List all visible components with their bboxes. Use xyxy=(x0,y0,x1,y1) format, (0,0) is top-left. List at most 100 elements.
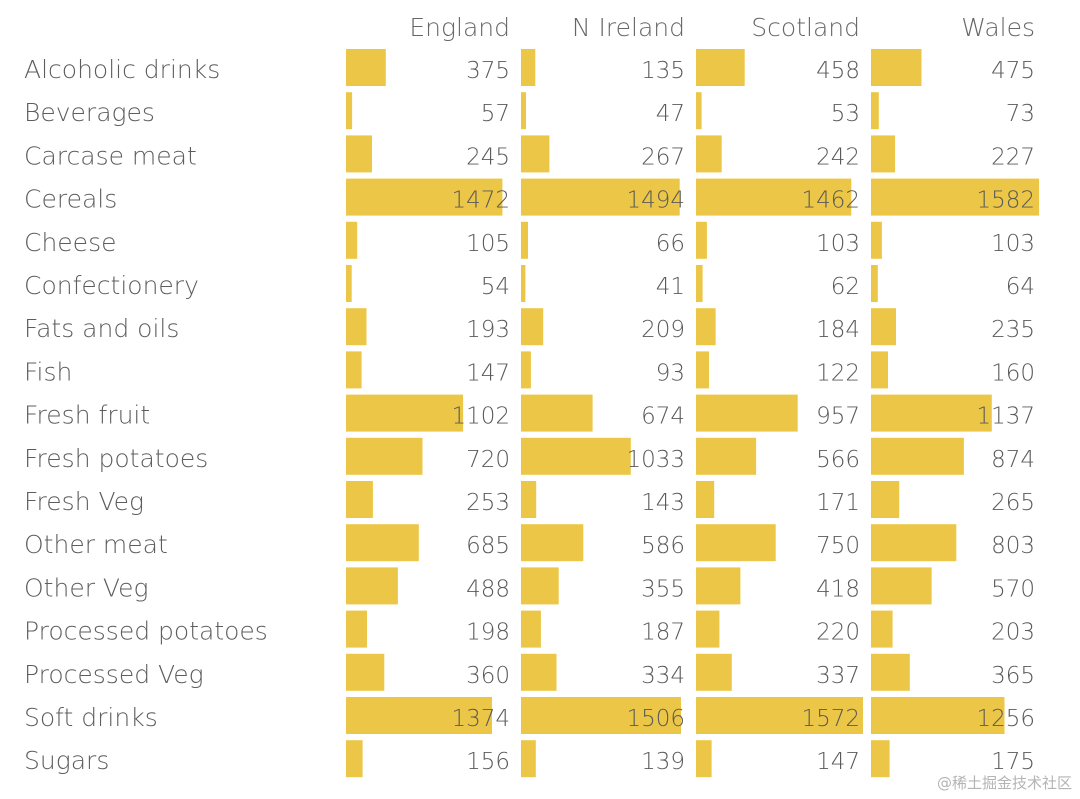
bar xyxy=(871,437,964,475)
value-label: 187 xyxy=(641,620,685,646)
bar xyxy=(521,481,537,518)
value-label: 57 xyxy=(481,101,510,127)
value-label: 750 xyxy=(816,533,860,559)
value-labels: 375 135 458 475 57 47 53 73 245 267 242 227 1472 1494… xyxy=(451,58,1035,775)
bars xyxy=(346,49,1040,778)
bar xyxy=(346,49,386,86)
bar xyxy=(346,92,353,130)
value-label: 570 xyxy=(991,576,1035,602)
bar xyxy=(346,567,398,605)
bar xyxy=(346,740,363,778)
value-label: 1462 xyxy=(801,188,860,214)
bar xyxy=(346,135,372,173)
bar xyxy=(871,653,910,691)
row-label: Fish xyxy=(24,357,72,386)
bar xyxy=(346,481,373,518)
row-label: Fresh Veg xyxy=(24,487,144,516)
row-labels: Alcoholic drinks Beverages Carcase meat Cer… xyxy=(24,55,268,775)
bar xyxy=(346,437,423,475)
value-label: 66 xyxy=(656,231,685,257)
value-label: 360 xyxy=(466,663,510,689)
row-label: Fresh fruit xyxy=(24,401,150,430)
value-label: 147 xyxy=(466,360,510,386)
bar xyxy=(346,221,358,259)
bar xyxy=(871,49,922,86)
bar xyxy=(871,308,896,346)
column-headers: England N Ireland Scotland Wales xyxy=(409,13,1035,42)
value-label: 64 xyxy=(1006,274,1035,300)
value-label: 160 xyxy=(991,360,1035,386)
bar xyxy=(521,437,631,475)
bar xyxy=(871,481,900,518)
row-label: Processed potatoes xyxy=(24,617,268,646)
value-label: 171 xyxy=(816,490,860,516)
value-label: 418 xyxy=(816,576,860,602)
value-label: 803 xyxy=(991,533,1035,559)
value-label: 720 xyxy=(466,447,510,473)
column-header-england: England xyxy=(409,13,510,42)
column-header-n-ireland: N Ireland xyxy=(572,13,685,42)
value-label: 375 xyxy=(466,58,510,84)
value-label: 93 xyxy=(656,360,685,386)
value-label: 135 xyxy=(641,58,685,84)
watermark-text: @稀土掘金技术社区 xyxy=(936,774,1072,792)
bar xyxy=(696,221,707,259)
value-label: 1033 xyxy=(626,447,685,473)
value-label: 62 xyxy=(831,274,860,300)
bar xyxy=(346,524,419,562)
bar xyxy=(871,135,896,173)
bar xyxy=(521,394,593,432)
bar xyxy=(696,740,712,778)
row-label: Carcase meat xyxy=(24,141,197,170)
row-label: Other Veg xyxy=(24,573,148,602)
row-label: Cereals xyxy=(24,185,117,214)
value-label: 103 xyxy=(991,231,1035,257)
value-label: 73 xyxy=(1006,101,1035,127)
bar xyxy=(521,135,550,173)
value-label: 365 xyxy=(991,663,1035,689)
column-header-wales: Wales xyxy=(961,13,1035,42)
bar xyxy=(521,567,559,605)
bar xyxy=(696,697,863,734)
bar xyxy=(521,308,544,346)
value-label: 245 xyxy=(466,144,510,170)
value-label: 458 xyxy=(816,58,860,84)
bar xyxy=(696,524,776,562)
row-label: Sugars xyxy=(24,746,109,775)
row-label: Beverages xyxy=(24,98,155,127)
value-label: 475 xyxy=(991,58,1035,84)
value-label: 220 xyxy=(816,620,860,646)
bar xyxy=(696,265,703,302)
value-label: 209 xyxy=(641,317,685,343)
value-label: 227 xyxy=(991,144,1035,170)
bar xyxy=(696,135,722,173)
value-label: 53 xyxy=(831,101,860,127)
bar xyxy=(871,610,893,648)
value-label: 265 xyxy=(991,490,1035,516)
bar xyxy=(871,567,932,605)
bar xyxy=(696,567,741,605)
bar xyxy=(871,221,882,259)
value-label: 1506 xyxy=(626,706,685,732)
bar xyxy=(696,610,720,648)
value-label: 874 xyxy=(991,447,1035,473)
bar xyxy=(871,92,879,130)
value-label: 54 xyxy=(481,274,510,300)
value-label: 355 xyxy=(641,576,685,602)
value-label: 566 xyxy=(816,447,860,473)
row-label: Soft drinks xyxy=(24,703,158,732)
bar xyxy=(521,178,680,216)
bar xyxy=(521,697,681,734)
value-label: 242 xyxy=(816,144,860,170)
value-label: 1472 xyxy=(451,188,510,214)
value-label: 1137 xyxy=(976,404,1035,430)
bar xyxy=(521,524,584,562)
row-label: Fats and oils xyxy=(24,314,179,343)
value-label: 337 xyxy=(816,663,860,689)
bar xyxy=(521,221,528,259)
value-label: 267 xyxy=(641,144,685,170)
value-label: 235 xyxy=(991,317,1035,343)
bar xyxy=(696,653,732,691)
value-label: 1374 xyxy=(451,706,510,732)
